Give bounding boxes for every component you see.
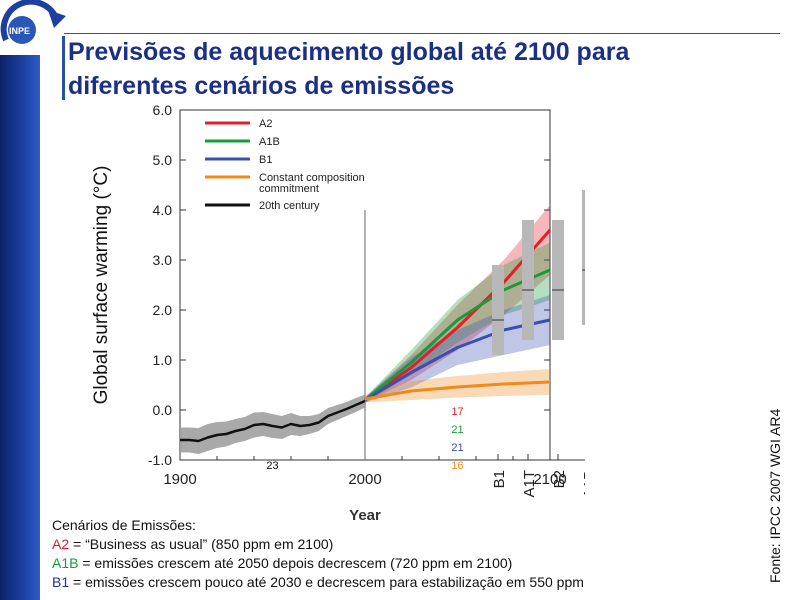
- y-axis: 6.0 5.0 4.0 3.0 2.0 1.0 0.0 -1.0: [148, 105, 550, 468]
- warming-chart: 6.0 5.0 4.0 3.0 2.0 1.0 0.0 -1.0 1900 2000 2100 2…: [91, 105, 585, 524]
- range-bar-b2: [552, 220, 564, 340]
- range-label-a1b: A1B: [581, 470, 585, 498]
- model-count: 17: [451, 406, 463, 418]
- title-rule: [64, 33, 780, 34]
- model-count: 16: [451, 460, 463, 472]
- scenario-text-a1b: = emissões crescem até 2050 depois decre…: [78, 555, 513, 571]
- page-title: Previsões de aquecimento global até 2100…: [68, 35, 768, 103]
- range-bar-a1b: [582, 190, 585, 325]
- legend-label-constant-composition-commitment: Constant composition commitment: [259, 172, 365, 195]
- scenario-note-b1: B1 = emissões crescem pouco até 2030 e d…: [52, 573, 742, 592]
- chart-legend: A2 A1B B1 Constant composition commitment 20t…: [205, 118, 365, 212]
- x-axis-label: Year: [349, 507, 381, 524]
- y-axis-label: Global surface warming (°C): [91, 166, 112, 405]
- model-counts: 23 17 21 21 16: [266, 406, 463, 472]
- y-tick-label: 1.0: [153, 352, 173, 368]
- inpe-logo: INPE: [0, 0, 66, 44]
- range-bars-2100: B1A1TB2A1BA2A1FI: [478, 190, 585, 498]
- scenario-notes: Cenários de Emissões: A2 = “Business as …: [52, 516, 742, 592]
- scenario-text-a2: = “Business as usual” (850 ppm em 2100): [69, 536, 334, 552]
- model-count: 21: [451, 442, 463, 454]
- title-line-2: diferentes cenários de emissões: [68, 72, 455, 100]
- scenario-text-b1: = emissões crescem pouco até 2030 e decr…: [69, 574, 584, 590]
- band-a2: [365, 205, 550, 403]
- x-axis: 1900 2000 2100: [163, 453, 567, 488]
- y-tick-label: 4.0: [153, 202, 173, 218]
- scenario-key-b1: B1: [52, 574, 70, 590]
- x-tick-label: 2000: [348, 471, 381, 488]
- y-tick-label: 2.0: [153, 302, 173, 318]
- x-tick-label: 1900: [163, 471, 196, 488]
- range-label-b1: B1: [491, 470, 508, 488]
- line-20th-century: [180, 399, 366, 443]
- title-accent-bar: [62, 36, 65, 100]
- range-bar-b1: [492, 265, 504, 355]
- range-label-a1t: A1T: [521, 470, 538, 498]
- scenario-note-a2: A2 = “Business as usual” (850 ppm em 210…: [52, 535, 742, 554]
- y-tick-label: -1.0: [148, 452, 172, 468]
- line-b1: [364, 318, 551, 402]
- y-tick-label: 5.0: [153, 152, 173, 168]
- title-line-1: Previsões de aquecimento global até 2100…: [68, 38, 630, 66]
- scenario-notes-heading: Cenários de Emissões:: [52, 517, 196, 533]
- range-bar-a1t: [522, 220, 534, 340]
- legend-label-20th-century: 20th century: [259, 200, 320, 212]
- source-credit: Fonte: IPCC 2007 WGI AR4: [767, 408, 783, 583]
- scenario-note-a1b: A1B = emissões crescem até 2050 depois d…: [52, 554, 742, 573]
- line-constant-composition-commitment: [364, 380, 551, 401]
- logo-text: INPE: [9, 26, 30, 36]
- y-tick-label: 6.0: [153, 105, 173, 118]
- legend-label-a2: A2: [259, 118, 272, 130]
- slide-sidebar: [0, 55, 40, 600]
- model-count: 23: [266, 460, 278, 472]
- model-count: 21: [451, 424, 463, 436]
- y-tick-label: 3.0: [153, 252, 173, 268]
- legend-label-b1: B1: [259, 154, 272, 166]
- line-a2: [364, 229, 552, 402]
- range-label-b2: B2: [551, 470, 568, 488]
- band-20th-century: [180, 394, 365, 454]
- line-a1b: [364, 268, 551, 402]
- x-tick-label: 2100: [533, 471, 566, 488]
- scenario-key-a1b: A1B: [52, 555, 79, 571]
- y-tick-label: 0.0: [153, 402, 173, 418]
- legend-label-a1b: A1B: [259, 136, 280, 148]
- series-lines: [180, 229, 552, 443]
- scenario-key-a2: A2: [52, 536, 70, 552]
